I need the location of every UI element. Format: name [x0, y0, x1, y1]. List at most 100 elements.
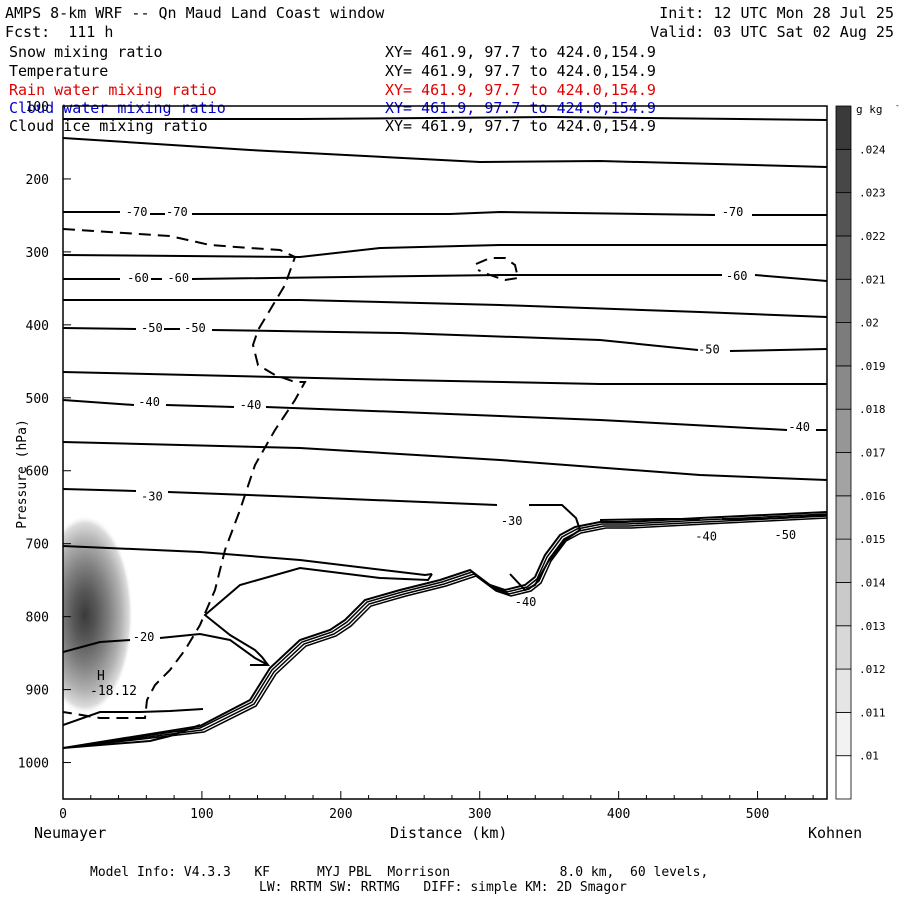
colorbar-swatch: [835, 408, 852, 453]
isotherm-line: [165, 404, 235, 408]
colorbar-swatch: [835, 235, 852, 280]
colorbar-level-label: .013: [859, 620, 886, 633]
field-name-temperature: Temperature: [9, 62, 109, 80]
colorbar-unit: g kg: [856, 103, 883, 116]
isotherm-line: [63, 244, 827, 259]
left-endpoint-label: Neumayer: [34, 824, 107, 842]
max-marker-value: -18.12: [90, 684, 137, 699]
isotherm-label: -50: [184, 321, 206, 335]
cloud-ice-contour: [475, 257, 520, 282]
isotherm-label: -70: [126, 205, 148, 219]
temperature-contours: [63, 115, 827, 749]
forecast-hour: Fcst: 111 h: [5, 23, 114, 41]
x-tick-label: 0: [59, 807, 67, 822]
field-name-cloud-ice: Cloud ice mixing ratio: [9, 117, 208, 135]
isotherm-label: -50: [141, 321, 163, 335]
max-marker-label: H: [97, 669, 105, 684]
snow-mixing-ratio-shading: [63, 515, 133, 715]
isotherm-label: -70: [166, 205, 188, 219]
colorbar-swatch: [835, 755, 852, 800]
field-name-cloud-water: Cloud water mixing ratio: [9, 99, 226, 117]
isotherm-line: [63, 327, 137, 330]
snow-shading-group: [63, 515, 133, 715]
field-xy-snow: XY= 461.9, 97.7 to 424.0,154.9: [385, 43, 656, 61]
colorbar-level-label: .023: [859, 187, 886, 200]
colorbar-level-label: .022: [859, 230, 886, 243]
isotherm-label: -30: [141, 489, 163, 503]
isotherm-line: [167, 491, 498, 506]
colorbar-swatch: [835, 278, 852, 323]
isotherm-line: [265, 406, 788, 431]
field-xy-temperature: XY= 461.9, 97.7 to 424.0,154.9: [385, 62, 656, 80]
cloud-ice-contours: [63, 228, 520, 719]
model-info: Model Info: V4.3.3 KF MYJ PBL Morrison 8…: [90, 865, 709, 880]
isotherm-labels: -70 -70 -70 -60 -60 -60 -50 -50 -50 -40 -40 -40 -30 -…: [126, 205, 810, 644]
isotherm-label: -40: [240, 398, 262, 412]
colorbar-level-label: .024: [859, 143, 886, 156]
y-tick-label: 600: [26, 465, 49, 480]
isotherm-line: [63, 513, 827, 749]
isotherm-line: [203, 566, 433, 666]
isotherm-line: [63, 639, 131, 653]
colorbar-unit-exponent: -1: [895, 101, 900, 110]
colorbar-level-label: .014: [859, 576, 886, 589]
isotherm-line: [729, 348, 827, 352]
colorbar-level-label: .012: [859, 663, 886, 676]
colorbar-level-label: .01: [859, 750, 879, 763]
isotherm-line: [192, 210, 716, 216]
isotherm-line: [63, 299, 827, 318]
y-axis-label: Pressure (hPa): [14, 419, 30, 529]
colorbar-level-label: .016: [859, 490, 886, 503]
colorbar-level-label: .018: [859, 403, 886, 416]
colorbar-swatch: [835, 105, 852, 150]
x-tick-label: 300: [468, 807, 491, 822]
isotherm-line: [63, 115, 827, 121]
isotherm-label: -60: [726, 269, 748, 283]
isotherm-line: [63, 399, 135, 406]
plot-frame: [62, 105, 828, 800]
colorbar-swatch: [835, 582, 852, 627]
colorbar-level-label: .017: [859, 447, 886, 460]
isotherm-label: -70: [722, 205, 744, 219]
colorbar-swatch: [835, 192, 852, 237]
colorbar-swatch: [835, 668, 852, 713]
isotherm-label: -50: [698, 343, 720, 357]
model-physics: LW: RRTM SW: RRTMG DIFF: simple KM: 2D S…: [259, 880, 627, 895]
isotherm-label: -50: [774, 528, 796, 542]
colorbar-level-label: .02: [859, 317, 879, 330]
field-xy-cloud-water: XY= 461.9, 97.7 to 424.0,154.9: [385, 99, 656, 117]
axes: 100 200 300 400 500 600 700 800 900 1000 0 100 200 30…: [18, 100, 828, 822]
init-time: Init: 12 UTC Mon 28 Jul 25: [659, 4, 894, 22]
colorbar-swatch: [835, 148, 852, 194]
y-tick-label: 900: [26, 684, 49, 699]
isotherm-label: -40: [138, 395, 160, 409]
y-tick-label: 300: [26, 246, 49, 261]
colorbar-level-label: .011: [859, 706, 886, 719]
y-tick-label: 800: [26, 611, 49, 626]
isotherm-label: -40: [788, 420, 810, 434]
isotherm-line: [599, 518, 700, 521]
x-tick-label: 200: [329, 807, 352, 822]
isotherm-line: [63, 441, 827, 481]
colorbar-level-label: .019: [859, 360, 886, 373]
y-tick-label: 400: [26, 319, 49, 334]
isotherm-line: [191, 274, 722, 280]
colorbar-swatch: [835, 495, 852, 540]
colorbar-swatch: [835, 452, 852, 497]
colorbar-level-label: .015: [859, 533, 886, 546]
field-name-rain: Rain water mixing ratio: [9, 81, 217, 99]
x-axis-label: Distance (km): [390, 824, 508, 842]
isotherm-label: -60: [167, 271, 189, 285]
colorbar-swatch: [835, 365, 852, 410]
isotherm-line: [63, 371, 827, 385]
colorbar-level-label: .021: [859, 273, 886, 286]
colorbar: .01 .011 .012 .013 .014 .015 .016 .017 .018 .019.…: [835, 101, 900, 800]
y-tick-label: 1000: [18, 757, 49, 772]
valid-time: Valid: 03 UTC Sat 02 Aug 25: [650, 23, 894, 41]
x-tick-label: 400: [607, 807, 630, 822]
isotherm-line: [63, 511, 827, 749]
isotherm-line: [63, 488, 137, 492]
isotherm-line: [754, 274, 827, 282]
colorbar-swatch: [835, 711, 852, 757]
